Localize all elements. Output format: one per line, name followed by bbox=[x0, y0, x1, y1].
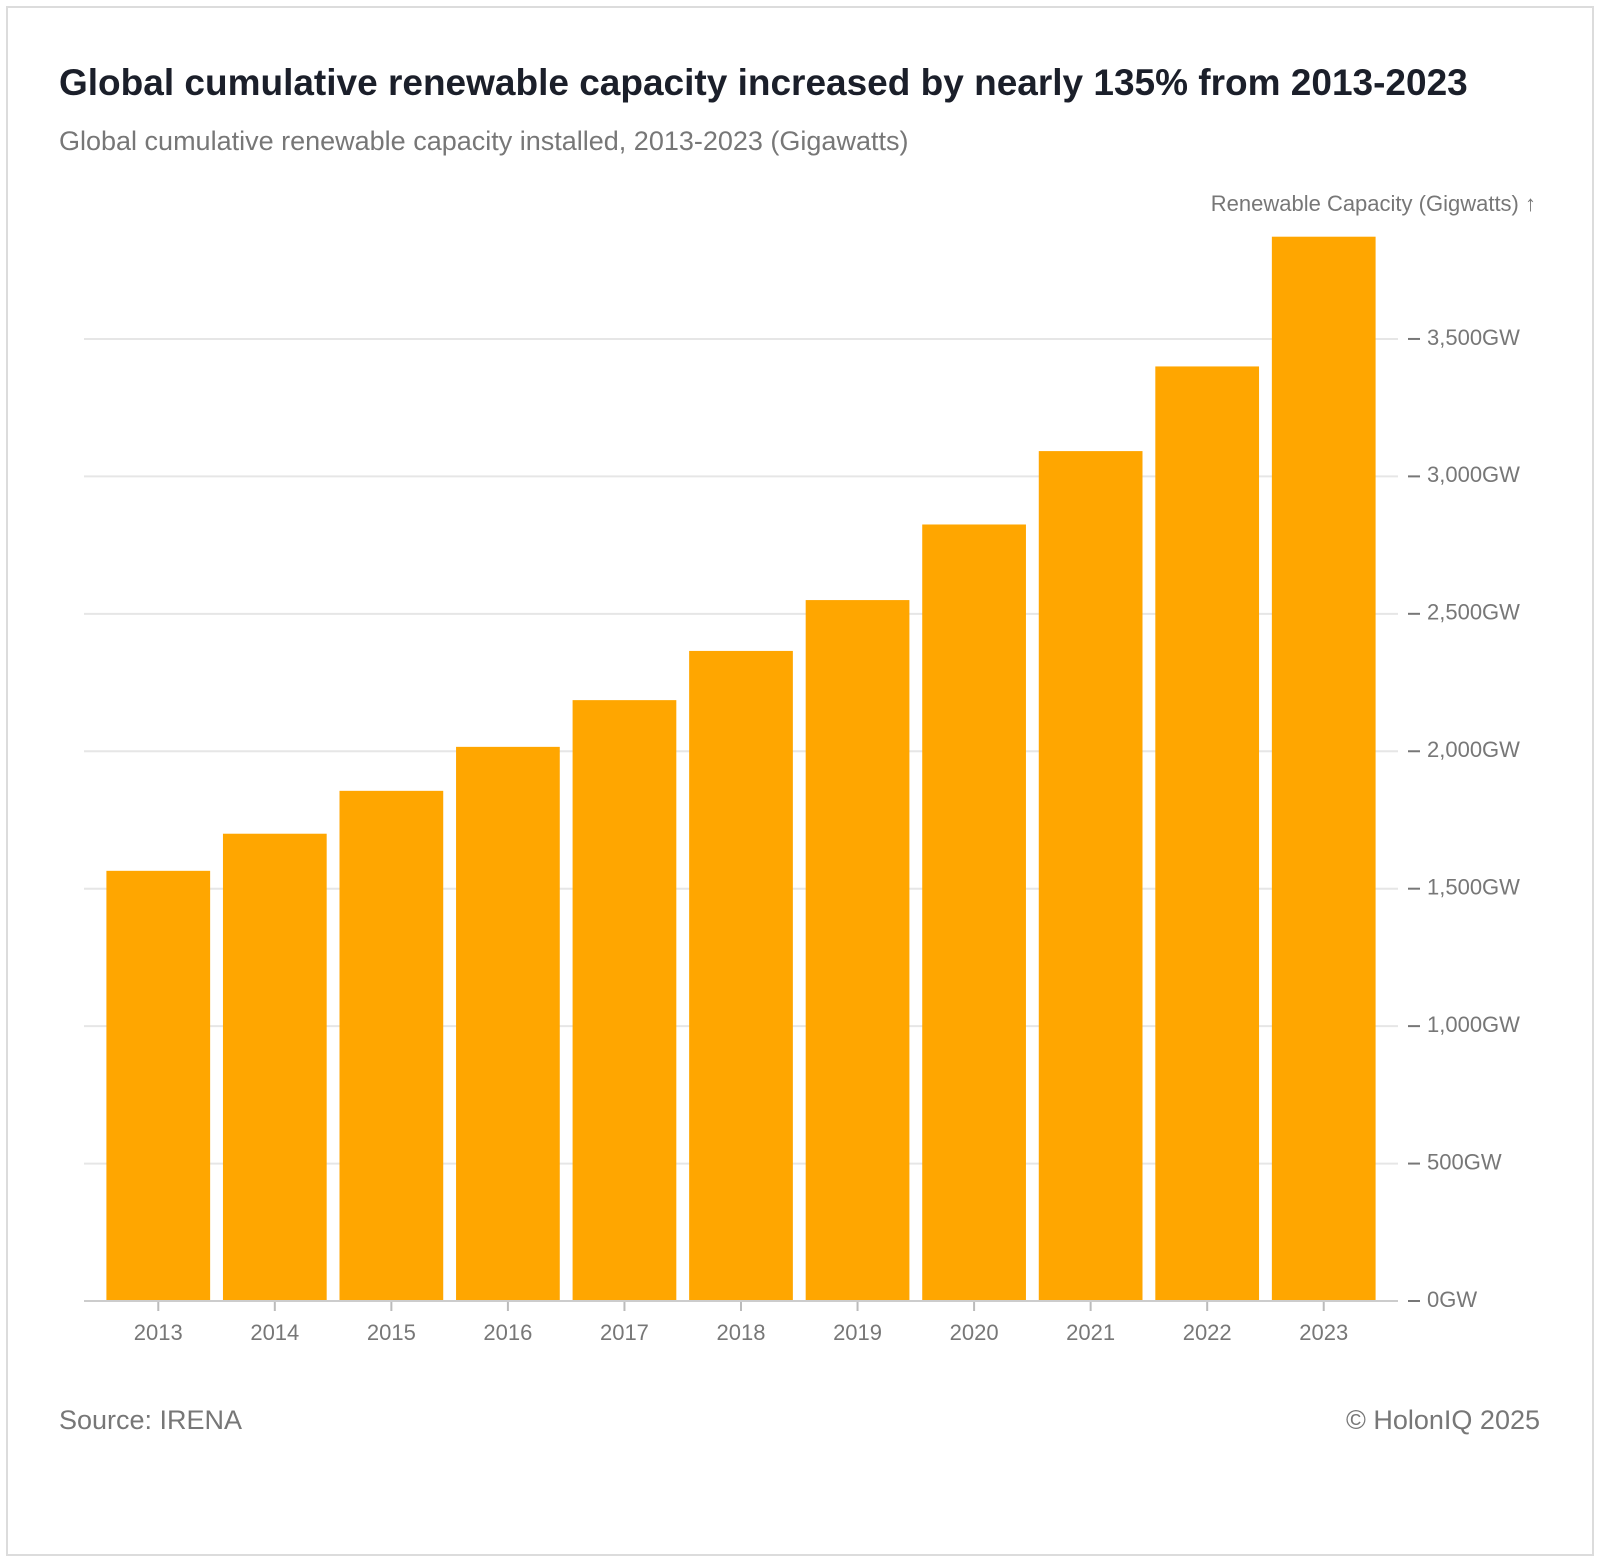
bar bbox=[222, 833, 327, 1301]
x-tick-label: 2022 bbox=[1183, 1320, 1232, 1345]
bar bbox=[1271, 236, 1376, 1301]
bar bbox=[1038, 451, 1143, 1301]
y-tick-label: 1,500GW bbox=[1427, 875, 1520, 900]
source: Source: IRENA bbox=[59, 1405, 242, 1435]
y-axis-title: Renewable Capacity (Gigwatts) ↑ bbox=[1211, 191, 1536, 216]
y-tick-label: 1,000GW bbox=[1427, 1012, 1520, 1037]
bar bbox=[805, 600, 910, 1301]
y-tick-label: 2,500GW bbox=[1427, 600, 1520, 625]
x-tick-label: 2015 bbox=[367, 1320, 416, 1345]
chart-title: Global cumulative renewable capacity inc… bbox=[59, 62, 1468, 103]
y-tick-label: 3,500GW bbox=[1427, 325, 1520, 350]
x-tick-label: 2019 bbox=[833, 1320, 882, 1345]
bar bbox=[922, 524, 1026, 1301]
bar bbox=[339, 790, 444, 1301]
y-tick-label: 500GW bbox=[1427, 1149, 1502, 1174]
bar bbox=[572, 700, 677, 1301]
chart-subtitle: Global cumulative renewable capacity ins… bbox=[59, 126, 908, 156]
x-tick-label: 2013 bbox=[134, 1320, 183, 1345]
credit: © HolonIQ 2025 bbox=[1346, 1405, 1540, 1435]
x-tick-label: 2014 bbox=[250, 1320, 299, 1345]
x-tick-label: 2017 bbox=[600, 1320, 649, 1345]
x-tick-label: 2023 bbox=[1299, 1320, 1348, 1345]
x-tick-label: 2020 bbox=[950, 1320, 999, 1345]
bar bbox=[106, 870, 211, 1301]
bar bbox=[689, 650, 793, 1301]
bar bbox=[1155, 366, 1260, 1301]
y-tick-label: 3,000GW bbox=[1427, 462, 1520, 487]
x-tick-label: 2018 bbox=[717, 1320, 766, 1345]
x-tick-label: 2021 bbox=[1066, 1320, 1115, 1345]
x-tick-label: 2016 bbox=[483, 1320, 532, 1345]
bar bbox=[456, 746, 560, 1301]
y-tick-label: 2,000GW bbox=[1427, 737, 1520, 762]
y-tick-label: 0GW bbox=[1427, 1287, 1477, 1312]
